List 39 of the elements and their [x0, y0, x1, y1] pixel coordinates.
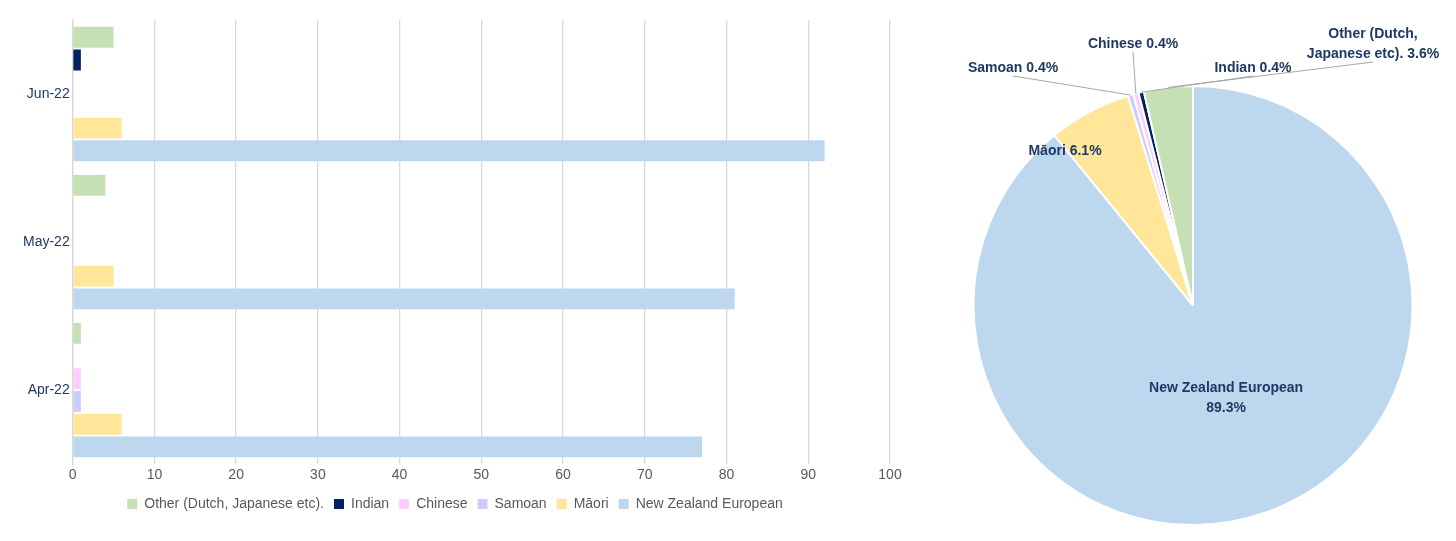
legend-label: Māori [573, 494, 609, 511]
bar [73, 174, 106, 196]
slice-label: Other (Dutch, Japanese etc). 3.6% [1306, 24, 1440, 61]
legend-label: Samoan [494, 494, 547, 511]
bar [73, 368, 81, 390]
x-tick-label: 10 [146, 466, 163, 483]
slice-label: Samoan 0.4% [967, 58, 1059, 75]
x-tick-label: 90 [800, 466, 817, 483]
legend-label: Chinese [416, 494, 468, 511]
bar [73, 413, 122, 435]
data-label: 89.3% [1206, 399, 1247, 416]
bar [73, 391, 81, 412]
slice-label: Chinese 0.4% [1087, 34, 1179, 51]
legend-label: Other (Dutch, Japanese etc). [144, 494, 325, 511]
x-tick-label: 20 [228, 466, 245, 483]
bar [73, 140, 825, 162]
x-tick-label: 30 [310, 466, 326, 483]
bar [73, 26, 114, 48]
bar [73, 117, 122, 139]
x-tick-label: 50 [473, 466, 490, 483]
x-tick-label: 60 [555, 466, 572, 483]
bar [73, 49, 81, 71]
y-tick-label: May-22 [23, 232, 70, 249]
x-tick-label: 100 [878, 466, 902, 483]
bar [73, 436, 703, 458]
slice-label: New Zealand European [1149, 379, 1304, 396]
x-tick-label: 40 [391, 466, 408, 483]
slice-label: Indian 0.4% [1214, 58, 1293, 75]
bar [73, 265, 114, 287]
x-tick-label: 80 [718, 466, 735, 483]
y-tick-label: Apr-22 [27, 381, 70, 398]
slice-label: Māori 6.1% [1028, 141, 1103, 158]
bar [73, 322, 81, 344]
bar [73, 288, 735, 310]
x-tick-label: 70 [637, 466, 653, 483]
x-tick-label: 0 [68, 466, 77, 483]
y-tick-label: Jun-22 [26, 84, 70, 101]
legend-label: New Zealand European [635, 494, 783, 511]
legend-label: Indian [351, 494, 390, 511]
